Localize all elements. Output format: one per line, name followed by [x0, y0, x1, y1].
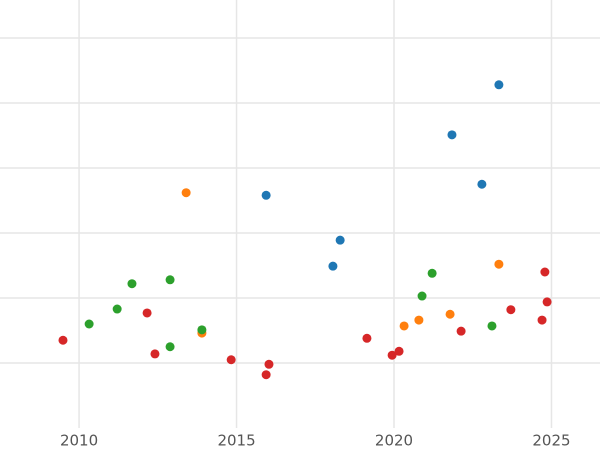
- x-tick-label: 2010: [60, 432, 98, 450]
- point: [387, 350, 397, 360]
- point: [506, 305, 516, 315]
- x-tick-label: 2020: [375, 432, 413, 450]
- point: [540, 267, 550, 277]
- point: [477, 179, 487, 189]
- point: [537, 315, 547, 325]
- point: [399, 321, 409, 331]
- point: [414, 315, 424, 325]
- point: [494, 259, 504, 269]
- point: [417, 291, 427, 301]
- point: [181, 188, 191, 198]
- point: [150, 349, 160, 359]
- point: [445, 309, 455, 319]
- point: [58, 335, 68, 345]
- point: [494, 80, 504, 90]
- point: [456, 326, 466, 336]
- point: [112, 304, 122, 314]
- point: [165, 342, 175, 352]
- point: [447, 130, 457, 140]
- point: [127, 279, 137, 289]
- point: [261, 190, 271, 200]
- point: [197, 325, 207, 335]
- point: [165, 275, 175, 285]
- point: [362, 333, 372, 343]
- point: [226, 355, 236, 365]
- point: [328, 261, 338, 271]
- x-tick-label: 2015: [217, 432, 255, 450]
- point: [487, 321, 497, 331]
- point: [335, 235, 345, 245]
- x-tick-label: 2025: [532, 432, 570, 450]
- point: [542, 297, 552, 307]
- point: [264, 359, 274, 369]
- point: [84, 319, 94, 329]
- point: [394, 346, 404, 356]
- point: [427, 268, 437, 278]
- point: [142, 308, 152, 318]
- point: [261, 370, 271, 380]
